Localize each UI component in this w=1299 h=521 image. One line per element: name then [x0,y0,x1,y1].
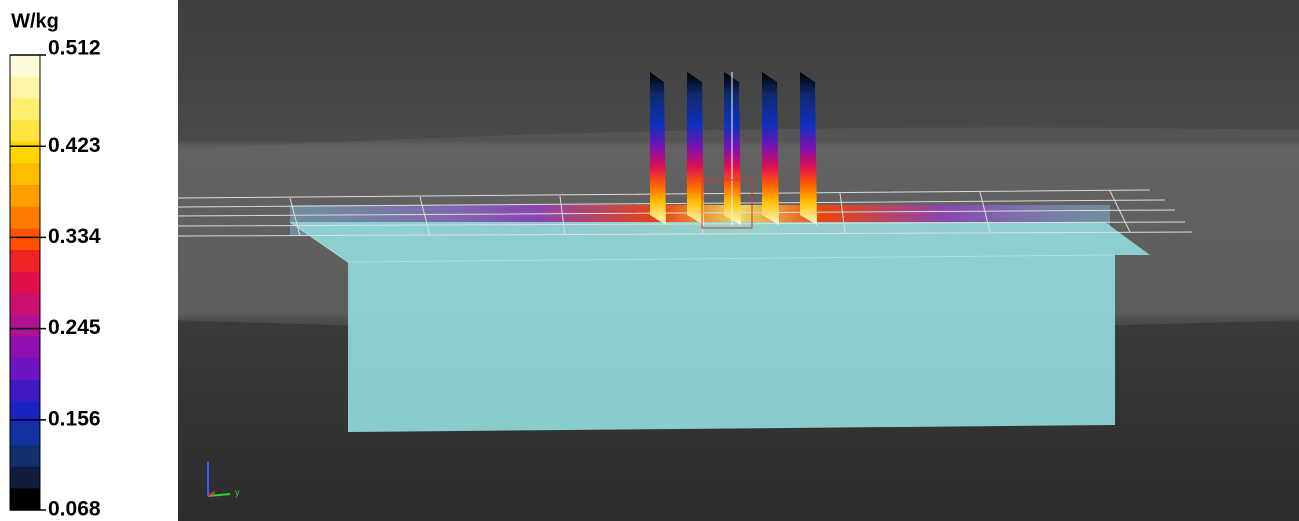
colorbar-band [10,163,40,186]
colorbar-band [10,488,40,511]
colorbar-band [10,98,40,121]
colorbar-band [10,315,40,338]
colorbar-band [10,271,40,294]
axis-label: y [235,487,240,497]
colorbar-band [10,336,40,359]
colorbar-band [10,228,40,251]
colorbar-band [10,466,40,489]
colorbar-tick-label: 0.245 [48,316,101,339]
colorbar-band [10,185,40,208]
colorbar-tick-label: 0.334 [48,225,101,248]
colorbar-band [10,206,40,229]
colorbar-tick-label: 0.423 [48,134,101,157]
colorbar-band [10,76,40,99]
colorbar-unit: W/kg [11,10,59,32]
colorbar-band [10,250,40,273]
colorbar-tick-label: 0.156 [48,407,101,430]
colorbar-band [10,55,40,78]
colorbar-tick-label: 0.512 [48,37,101,60]
axes-triad: y [207,462,240,497]
colorbar-band [10,423,40,446]
colorbar-band [10,293,40,316]
fins [650,72,817,229]
phantom-box [290,222,1150,432]
colorbar-band [10,358,40,381]
colorbar-band [10,401,40,424]
colorbar-band [10,445,40,468]
colorbar-tick-label: 0.068 [48,498,101,521]
colorbar-band [10,141,40,164]
colorbar-band [10,380,40,403]
colorbar-band [10,120,40,143]
